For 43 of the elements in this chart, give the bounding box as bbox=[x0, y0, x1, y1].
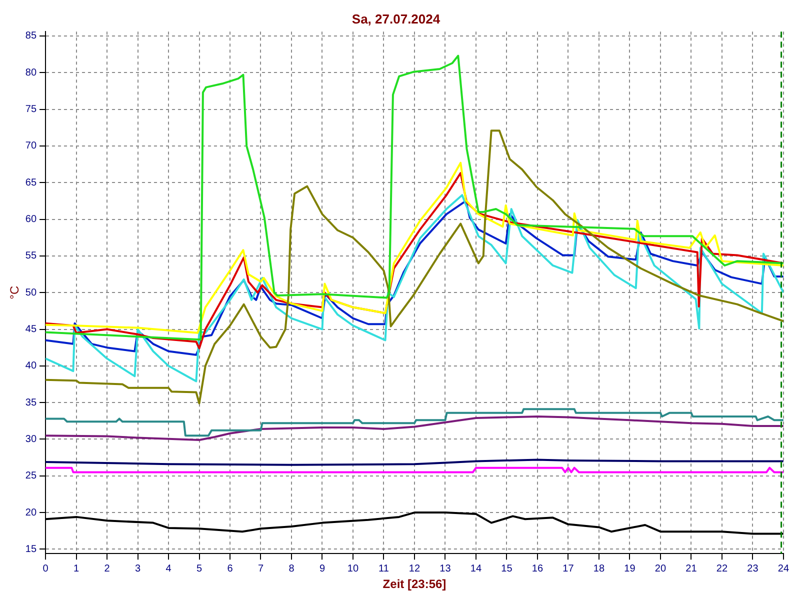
x-tick-label: 1 bbox=[73, 563, 80, 574]
x-tick-label: 13 bbox=[440, 563, 452, 574]
y-tick-label: 85 bbox=[25, 30, 37, 42]
x-tick-label: 17 bbox=[562, 563, 574, 574]
x-tick-label: 5 bbox=[196, 563, 202, 574]
x-tick-label: 9 bbox=[319, 563, 326, 574]
x-tick-label: 8 bbox=[288, 563, 295, 574]
x-tick-label: 21 bbox=[686, 563, 698, 574]
y-tick-label: 60 bbox=[25, 214, 37, 226]
y-tick-label: 75 bbox=[25, 104, 37, 116]
x-tick-label: 18 bbox=[593, 563, 605, 574]
chart-title: Sa, 27.07.2024 bbox=[352, 11, 441, 26]
x-tick-label: 6 bbox=[227, 563, 234, 574]
y-tick-label: 20 bbox=[25, 507, 37, 518]
x-tick-label: 3 bbox=[134, 563, 141, 574]
x-tick-label: 20 bbox=[654, 563, 666, 574]
x-tick-label: 0 bbox=[42, 563, 49, 574]
y-tick-label: 55 bbox=[25, 250, 37, 262]
y-axis-title: °C bbox=[8, 286, 22, 300]
y-tick-label: 80 bbox=[25, 67, 37, 78]
x-axis-title: Zeit [23:56] bbox=[382, 577, 446, 592]
x-tick-label: 23 bbox=[747, 563, 759, 574]
x-tick-label: 11 bbox=[378, 563, 390, 574]
y-tick-label: 25 bbox=[25, 470, 37, 482]
x-tick-label: 16 bbox=[532, 563, 544, 574]
y-tick-label: 65 bbox=[25, 177, 37, 188]
x-tick-label: 2 bbox=[104, 563, 110, 574]
x-tick-label: 7 bbox=[258, 563, 264, 574]
y-tick-label: 45 bbox=[25, 324, 37, 336]
y-tick-label: 35 bbox=[25, 397, 37, 408]
x-tick-label: 19 bbox=[624, 563, 636, 574]
y-tick-label: 70 bbox=[25, 140, 37, 152]
x-tick-label: 12 bbox=[408, 563, 420, 574]
y-tick-label: 40 bbox=[25, 360, 37, 372]
y-tick-label: 50 bbox=[25, 287, 37, 298]
x-tick-label: 4 bbox=[166, 563, 172, 574]
x-tick-label: 15 bbox=[501, 563, 513, 574]
x-tick-label: 14 bbox=[470, 563, 482, 574]
x-tick-label: 10 bbox=[347, 563, 359, 574]
y-tick-label: 15 bbox=[25, 544, 37, 555]
y-tick-label: 30 bbox=[25, 434, 37, 445]
x-tick-label: 22 bbox=[716, 563, 728, 574]
x-tick-label: 24 bbox=[778, 563, 790, 574]
